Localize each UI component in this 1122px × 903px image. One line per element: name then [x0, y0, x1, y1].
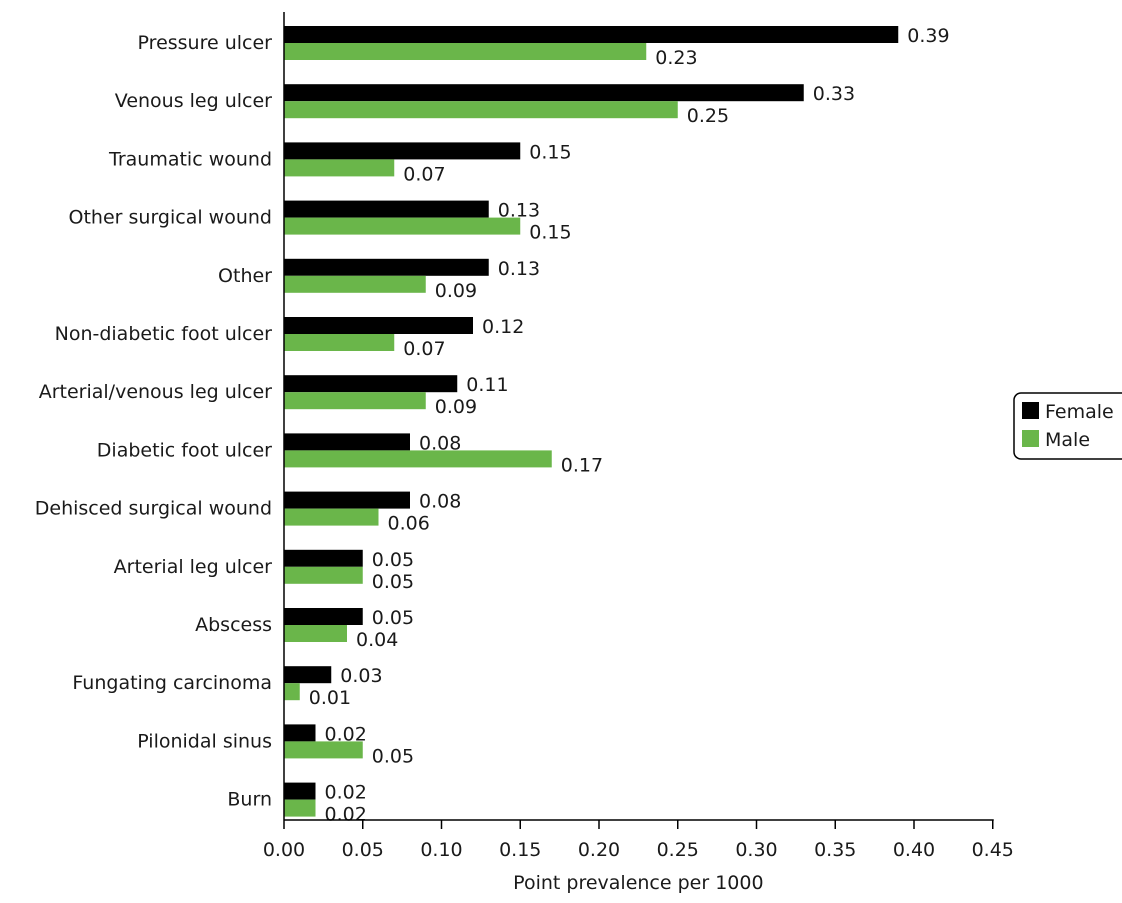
- value-label-male: 0.02: [325, 804, 367, 826]
- value-label-female: 0.02: [325, 723, 367, 745]
- value-label-female: 0.05: [372, 607, 414, 629]
- value-label-male: 0.17: [561, 454, 603, 476]
- legend-box: [1013, 392, 1122, 460]
- bar-female: [284, 258, 489, 276]
- category-label: Non-diabetic foot ulcer: [55, 323, 273, 345]
- bar-male: [284, 625, 347, 642]
- x-tick-label: 0.00: [263, 839, 305, 861]
- value-label-male: 0.15: [529, 222, 571, 244]
- axes-group: [283, 12, 994, 821]
- value-labels-group: 0.390.230.330.250.150.070.130.150.130.09…: [309, 25, 950, 826]
- bar-male: [284, 450, 552, 468]
- legend-swatch-female: [1022, 402, 1039, 419]
- bar-male: [284, 275, 426, 293]
- value-label-male: 0.07: [403, 338, 445, 360]
- category-label: Arterial leg ulcer: [114, 556, 273, 578]
- bar-male: [284, 334, 395, 351]
- x-tick-label: 0.05: [342, 839, 384, 861]
- x-axis-title: Point prevalence per 1000: [513, 872, 763, 894]
- value-label-female: 0.13: [498, 258, 540, 280]
- category-label: Venous leg ulcer: [115, 90, 272, 112]
- bar-male: [284, 741, 363, 759]
- bar-female: [284, 200, 489, 218]
- x-tick-label: 0.40: [893, 839, 935, 861]
- value-label-male: 0.07: [403, 163, 445, 185]
- x-tick-label: 0.20: [578, 839, 620, 861]
- bar-female: [284, 666, 332, 684]
- bar-male: [284, 159, 395, 177]
- category-label: Dehisced surgical wound: [35, 498, 272, 520]
- bar-female: [284, 142, 521, 160]
- x-tick-label: 0.15: [499, 839, 541, 861]
- value-label-female: 0.08: [419, 491, 461, 513]
- category-label: Pilonidal sinus: [137, 730, 272, 752]
- value-label-female: 0.12: [482, 316, 524, 338]
- bar-female: [284, 317, 473, 334]
- value-label-male: 0.23: [655, 47, 697, 69]
- bar-male: [284, 392, 426, 410]
- bar-female: [284, 84, 804, 102]
- value-label-female: 0.02: [325, 782, 367, 804]
- x-tick-label: 0.45: [972, 839, 1014, 861]
- category-label: Diabetic foot ulcer: [97, 439, 272, 461]
- value-label-male: 0.09: [435, 280, 477, 302]
- x-tick-label: 0.30: [735, 839, 777, 861]
- category-label: Pressure ulcer: [138, 32, 273, 54]
- value-label-female: 0.05: [372, 549, 414, 571]
- value-label-male: 0.01: [309, 687, 351, 709]
- value-label-female: 0.39: [907, 25, 949, 47]
- value-label-female: 0.15: [529, 141, 571, 163]
- value-label-male: 0.05: [372, 745, 414, 767]
- bar-female: [284, 782, 316, 800]
- category-label: Abscess: [195, 614, 272, 636]
- bar-male: [284, 101, 678, 119]
- bar-female: [284, 608, 363, 625]
- value-label-female: 0.13: [498, 200, 540, 222]
- bar-male: [284, 217, 521, 235]
- value-label-male: 0.09: [435, 396, 477, 418]
- category-label: Traumatic wound: [108, 148, 272, 170]
- bar-female: [284, 433, 410, 451]
- value-label-male: 0.04: [356, 629, 398, 651]
- category-label: Fungating carcinoma: [72, 672, 272, 694]
- bar-male: [284, 683, 300, 701]
- value-label-male: 0.25: [687, 105, 729, 127]
- bar-male: [284, 508, 379, 526]
- category-label: Other surgical wound: [69, 207, 272, 229]
- x-tick-label: 0.35: [814, 839, 856, 861]
- category-labels-group: Pressure ulcer Venous leg ulcer Traumatic …: [35, 32, 272, 811]
- x-tick-label: 0.10: [420, 839, 462, 861]
- legend: Female Male: [1013, 392, 1122, 460]
- bars-group: [284, 26, 899, 817]
- category-label: Arterial/venous leg ulcer: [39, 381, 272, 403]
- value-label-female: 0.08: [419, 432, 461, 454]
- value-label-female: 0.33: [813, 83, 855, 105]
- bar-female: [284, 491, 410, 509]
- legend-label-male: Male: [1045, 429, 1090, 451]
- bar-female: [284, 549, 363, 567]
- bar-female: [284, 724, 316, 742]
- x-ticks-group: 0.00 0.05 0.10 0.15 0.20 0.25 0.30 0.35 0.40 0.45: [263, 820, 1014, 861]
- legend-label-female: Female: [1045, 401, 1114, 423]
- value-label-male: 0.05: [372, 571, 414, 593]
- bar-female: [284, 26, 899, 43]
- value-label-female: 0.11: [466, 374, 508, 396]
- bar-female: [284, 375, 458, 393]
- category-label: Other: [218, 265, 272, 287]
- legend-swatch-male: [1022, 430, 1039, 447]
- value-label-male: 0.06: [388, 513, 430, 535]
- bar-male: [284, 799, 316, 817]
- bar-male: [284, 566, 363, 584]
- x-tick-label: 0.25: [657, 839, 699, 861]
- bar-male: [284, 43, 647, 60]
- value-label-female: 0.03: [340, 665, 382, 687]
- category-label: Burn: [227, 789, 272, 811]
